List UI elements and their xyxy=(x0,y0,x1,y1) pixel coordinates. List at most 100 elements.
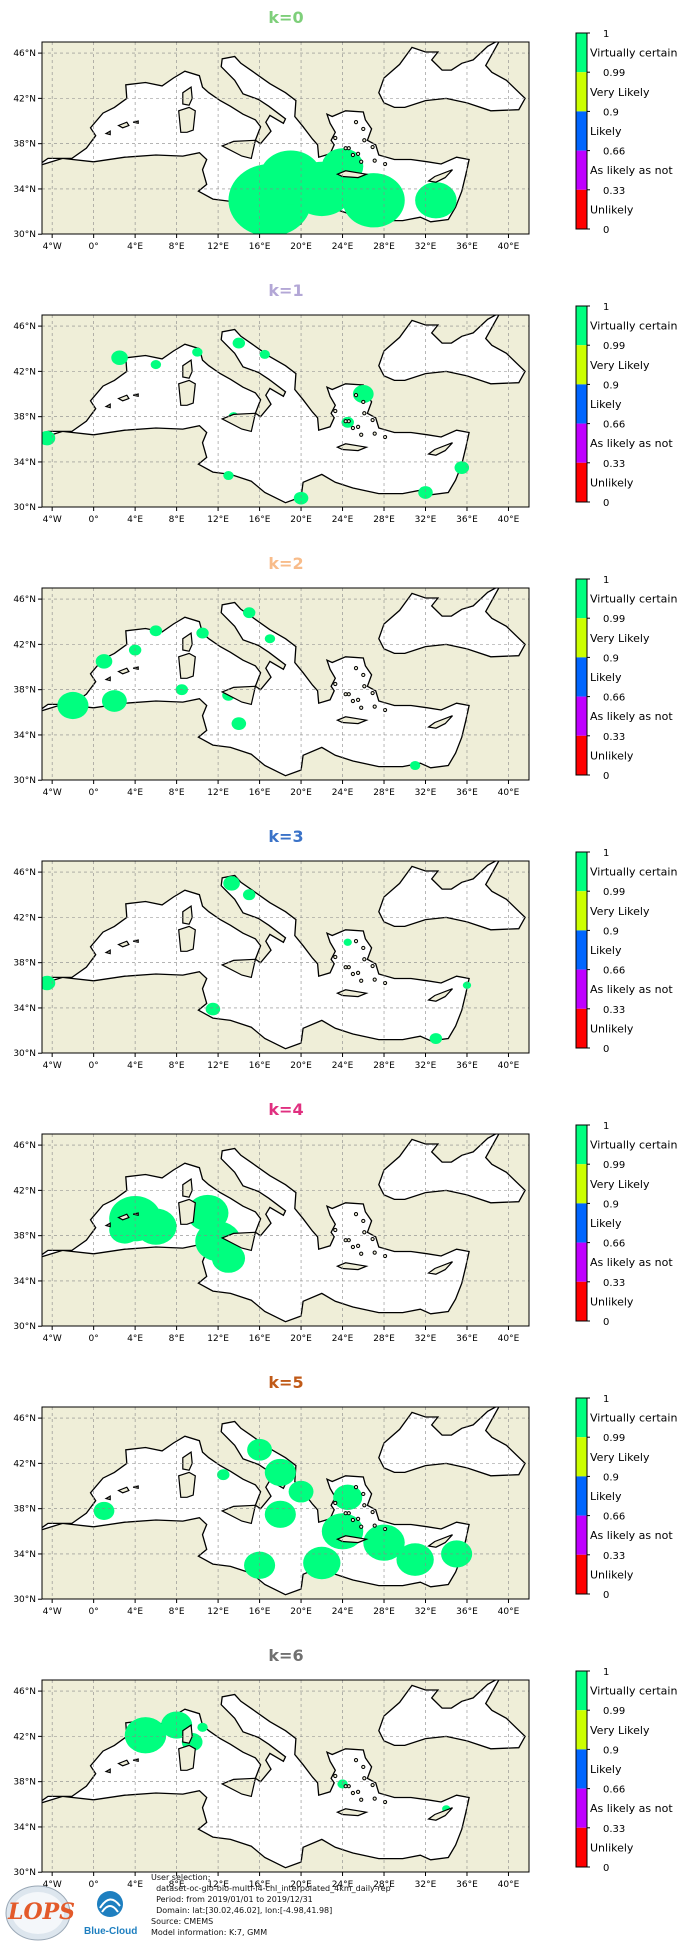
gridlines xyxy=(42,1680,529,1872)
aegean-island xyxy=(359,432,364,437)
colorbar-tick-label: 0.66 xyxy=(603,147,625,158)
island xyxy=(132,666,139,671)
aegean-island xyxy=(355,151,361,156)
colorbar-tick-label: 0.9 xyxy=(603,107,619,118)
colorbar-tick-label: 1 xyxy=(603,848,609,859)
island xyxy=(335,443,369,452)
lon-tick-label: 36°E xyxy=(456,1334,478,1344)
island xyxy=(178,1744,196,1771)
island xyxy=(427,1261,453,1275)
aegean-island xyxy=(350,425,356,431)
lat-tick-label: 34°N xyxy=(13,458,36,468)
colorbar-segment xyxy=(576,423,587,463)
class-region xyxy=(149,625,163,637)
colorbar-segment xyxy=(576,1749,587,1789)
lon-tick-label: 20°E xyxy=(290,1061,312,1071)
class-region xyxy=(333,1484,363,1511)
aegean-island xyxy=(370,1782,375,1788)
colorbar-segment xyxy=(576,735,587,775)
aegean-island xyxy=(372,1523,377,1528)
lat-tick-label: 46°N xyxy=(13,1687,36,1697)
aegean-island xyxy=(355,970,361,975)
colorbar-category-label: Virtually certain xyxy=(590,1139,677,1152)
class-region xyxy=(454,461,470,474)
class-region xyxy=(264,1500,296,1528)
class-region xyxy=(242,607,256,619)
colorbar-category-label: Virtually certain xyxy=(590,1685,677,1698)
colorbar-tick-label: 0.99 xyxy=(603,614,625,625)
panel-title: k=5 xyxy=(268,1373,304,1392)
aegean-island xyxy=(350,971,356,977)
lon-tick-label: 4°W xyxy=(43,1607,62,1617)
colorbar-segment xyxy=(576,1476,587,1516)
lat-tick-label: 38°N xyxy=(13,413,36,423)
island xyxy=(427,715,453,729)
lon-tick-label: 4°E xyxy=(127,1607,143,1617)
class-region xyxy=(109,1216,141,1244)
aegean-island xyxy=(361,672,366,678)
lon-tick-label: 4°E xyxy=(127,1061,143,1071)
colorbar-tick-label: 0.9 xyxy=(603,653,619,664)
colorbar-category-label: Unlikely xyxy=(590,1841,634,1854)
map-figure: 46°N 42°N 38°N 34°N 30°N 4°W 0° 4°E 8°E 12°E 16°E 2… xyxy=(13,575,677,798)
lon-tick-label: 0° xyxy=(89,1061,99,1071)
island xyxy=(427,1534,453,1548)
colorbar-category-label: Very Likely xyxy=(590,86,650,99)
colorbar-tick-label: 0.66 xyxy=(603,1239,625,1250)
class-probability-regions xyxy=(42,876,472,1044)
map-figure: 46°N 42°N 38°N 34°N 30°N 4°W 0° 4°E 8°E 12°E 16°E 2… xyxy=(13,848,677,1071)
lon-tick-label: 4°E xyxy=(127,1334,143,1344)
user-selection-info: User selection: dataset-oc-glo-bio-multi… xyxy=(151,1872,571,1938)
colorbar-segment xyxy=(576,579,587,619)
colorbar-category-label: As likely as not xyxy=(590,164,673,177)
lon-tick-label: 32°E xyxy=(415,1334,437,1344)
probability-colorbar: 1 0.99 0.9 0.66 0.33 0 Virtually certain Very L… xyxy=(575,1667,677,1874)
aegean-island xyxy=(359,1251,364,1256)
lon-tick-label: 4°E xyxy=(127,515,143,525)
lon-tick-label: 28°E xyxy=(373,1061,395,1071)
lon-tick-label: 4°W xyxy=(43,1880,62,1890)
colorbar-segment xyxy=(576,1203,587,1243)
colorbar-category-label: As likely as not xyxy=(590,1802,673,1815)
colorbar-category-label: As likely as not xyxy=(590,1256,673,1269)
class-region xyxy=(42,430,56,446)
class-region xyxy=(429,1033,443,1044)
colorbar-category-label: Very Likely xyxy=(590,1178,650,1191)
aegean-island xyxy=(361,399,366,405)
map-area xyxy=(42,315,529,507)
black-sea xyxy=(378,315,526,385)
lon-tick-label: 12°E xyxy=(207,1880,229,1890)
lon-tick-label: 20°E xyxy=(290,1334,312,1344)
lon-tick-label: 36°E xyxy=(456,1607,478,1617)
colorbar-tick-label: 1 xyxy=(603,575,609,586)
island xyxy=(220,412,257,433)
lat-tick-label: 34°N xyxy=(13,1823,36,1833)
island xyxy=(220,958,257,979)
colorbar-category-label: Virtually certain xyxy=(590,47,677,60)
map-figure: 46°N 42°N 38°N 34°N 30°N 4°W 0° 4°E 8°E 12°E 16°E 2… xyxy=(13,1121,677,1344)
island xyxy=(117,394,130,402)
class-region xyxy=(101,690,127,712)
lon-tick-label: 24°E xyxy=(332,1607,354,1617)
panel-title: k=1 xyxy=(268,281,304,300)
colorbar-tick-label: 0.9 xyxy=(603,1199,619,1210)
lat-tick-label: 46°N xyxy=(13,1141,36,1151)
lat-tick-label: 46°N xyxy=(13,49,36,59)
lon-tick-label: 40°E xyxy=(498,1334,520,1344)
aegean-island xyxy=(333,1773,338,1779)
aegean-island xyxy=(353,939,359,944)
colorbar-category-label: Very Likely xyxy=(590,1451,650,1464)
lon-tick-label: 16°E xyxy=(249,515,271,525)
colorbar-segment xyxy=(576,1788,587,1828)
aegean-island xyxy=(355,1243,361,1248)
footer-line: Domain: lat:[30.02,46.02], lon:[-4.98,41… xyxy=(151,1906,333,1915)
gridlines xyxy=(42,1134,529,1326)
lon-tick-label: 28°E xyxy=(373,788,395,798)
island xyxy=(178,379,196,406)
class-region xyxy=(211,1243,246,1273)
lon-tick-label: 36°E xyxy=(456,242,478,252)
probability-colorbar: 1 0.99 0.9 0.66 0.33 0 Virtually certain Very L… xyxy=(575,302,677,509)
colorbar-tick-label: 0 xyxy=(603,1590,609,1601)
lat-tick-label: 30°N xyxy=(13,1049,36,1059)
colorbar-category-label: As likely as not xyxy=(590,983,673,996)
